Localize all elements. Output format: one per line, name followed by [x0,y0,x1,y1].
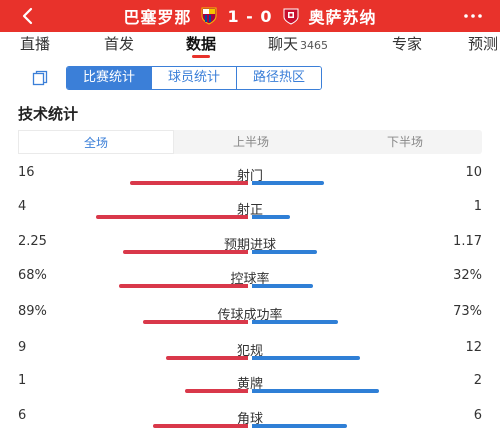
away-value: 12 [465,340,482,355]
subtab-match-stats[interactable]: 比赛统计 [67,67,152,89]
period-full[interactable]: 全场 [18,130,174,154]
period-first-half[interactable]: 上半场 [232,135,269,149]
tab-prediction[interactable]: 预测 [468,34,498,58]
tab-data[interactable]: 数据 [186,34,216,58]
stat-row-pass-accuracy: 89% 传球成功率 73% [0,304,500,334]
home-bar [143,320,248,324]
away-bar [252,284,313,288]
stat-label: 预期进球 [223,238,276,253]
tab-live[interactable]: 直播 [20,34,50,58]
stat-row-shots-on-target: 4 射正 1 [0,199,500,229]
away-value: 32% [453,268,482,283]
stat-label: 黄牌 [236,377,263,392]
home-bar [123,250,248,254]
home-value: 89% [18,304,47,319]
away-bar [252,250,317,254]
away-bar [252,181,324,185]
away-bar [252,215,290,219]
stats-subtabs: 比赛统计 球员统计 路径热区 [66,66,323,90]
home-value: 6 [18,408,27,423]
stat-row-xg: 2.25 预期进球 1.17 [0,234,500,264]
home-value: 9 [18,340,27,355]
period-second-half[interactable]: 下半场 [386,135,423,149]
away-value: 73% [453,304,482,319]
home-bar [153,424,248,428]
more-icon[interactable] [464,14,482,18]
home-value: 16 [18,165,35,180]
tab-lineup[interactable]: 首发 [104,34,134,58]
away-value: 1.17 [453,234,482,249]
away-bar [252,389,379,393]
tab-chat[interactable]: 聊天 3465 [268,34,328,58]
home-value: 1 [18,373,27,388]
home-bar [185,389,248,393]
scoreline: 巴塞罗那 1 - 0 奥萨苏纳 [0,0,500,32]
home-bar [119,284,248,288]
home-value: 4 [18,199,27,214]
tab-label: 数据 [186,35,217,53]
away-value: 10 [465,165,482,180]
back-icon[interactable] [18,6,38,26]
osasuna-crest-icon [283,8,299,25]
tab-experts[interactable]: 专家 [392,34,422,58]
away-value: 2 [473,373,482,388]
stat-row-yellow-cards: 1 黄牌 2 [0,373,500,403]
home-bar [96,215,248,219]
stat-row-corners: 6 角球 6 [0,408,500,438]
subtab-heatmap[interactable]: 路径热区 [236,67,322,89]
stat-label: 犯规 [236,344,263,359]
section-title: 技术统计 [18,105,79,123]
period-selector: 全场 上半场 下半场 [18,130,482,154]
tab-label: 聊天 [268,35,299,53]
away-bar [252,320,338,324]
home-bar [166,356,248,360]
stat-label: 传球成功率 [217,308,283,323]
subtab-player-stats[interactable]: 球员统计 [151,67,237,89]
score: 1 - 0 [227,6,273,26]
away-bar [252,356,360,360]
tab-label: 直播 [20,35,51,53]
stat-label: 射正 [236,203,263,218]
home-bar [130,181,248,185]
home-value: 68% [18,268,47,283]
away-bar [252,424,347,428]
away-value: 6 [473,408,482,423]
away-value: 1 [473,199,482,214]
tab-label: 专家 [392,35,423,53]
home-team-name: 巴塞罗那 [123,8,192,27]
stat-label: 控球率 [230,272,270,287]
away-team-name: 奥萨苏纳 [308,8,377,27]
match-header: 巴塞罗那 1 - 0 奥萨苏纳 [0,0,500,32]
barcelona-crest-icon [201,7,217,25]
chat-count: 3465 [300,39,329,52]
stat-row-possession: 68% 控球率 32% [0,268,500,298]
stat-label: 角球 [236,412,263,427]
stat-row-shots: 16 射门 10 [0,165,500,195]
stat-label: 射门 [236,169,263,184]
match-tabs: 直播 首发 数据 聊天 3465 专家 预测 [0,32,500,58]
home-value: 2.25 [18,234,47,249]
stat-row-fouls: 9 犯规 12 [0,340,500,370]
tab-label: 预测 [468,35,499,53]
document-icon[interactable] [32,70,48,86]
tab-label: 首发 [104,35,135,53]
